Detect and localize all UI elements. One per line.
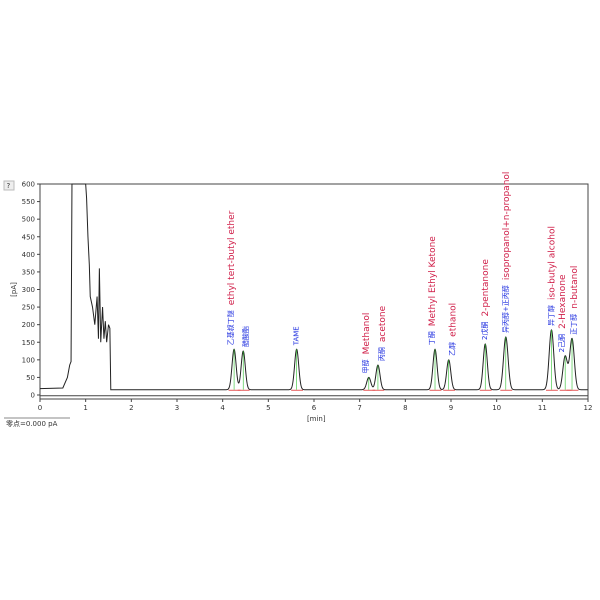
peak-label-cn: 甲醇 xyxy=(361,359,370,373)
peak-label-cn: 2戊酮 xyxy=(480,322,489,340)
x-tick-label: 9 xyxy=(449,404,453,412)
x-tick-label: 6 xyxy=(312,404,317,412)
peak-label-en: iso-butyl alcohol xyxy=(547,226,557,300)
y-tick-label: 200 xyxy=(22,321,35,329)
x-tick-label: 12 xyxy=(584,404,593,412)
y-tick-label: 250 xyxy=(22,304,35,312)
y-tick-label: 350 xyxy=(22,268,35,276)
x-tick-label: 11 xyxy=(538,404,547,412)
x-axis-label: [min] xyxy=(307,415,326,423)
y-tick-label: 50 xyxy=(26,374,35,382)
peak-label-en: Methanol xyxy=(362,313,372,355)
peak-label-cn: 异丙醇+正丙醇 xyxy=(501,285,510,333)
peak-label-en: ethyl tert-butyl ether xyxy=(227,210,237,305)
y-axis-label: [pA] xyxy=(10,282,18,297)
peak-label-en: n-butanol xyxy=(570,266,580,309)
y-tick-label: 550 xyxy=(22,198,35,206)
peak-label-cn: 丁酮 xyxy=(428,331,436,345)
x-tick-label: 10 xyxy=(492,404,501,412)
peak-label-en: Methyl Ethyl Ketone xyxy=(428,236,438,327)
peak-label-cn: 醋酸酯 xyxy=(241,326,250,347)
peak-label-cn: 乙基叔丁醚 xyxy=(226,310,235,345)
x-tick-label: 7 xyxy=(357,404,361,412)
y-tick-label: 0 xyxy=(31,392,35,400)
y-tick-label: 300 xyxy=(22,286,35,294)
peak-label-cn: 2己酮 xyxy=(558,334,566,352)
x-tick-label: 1 xyxy=(83,404,87,412)
footer-text: 零点=0.000 pA xyxy=(6,420,58,428)
peak-label-cn: TAME xyxy=(293,326,301,346)
peak-label-en: ethanol xyxy=(449,303,459,337)
x-tick-label: 4 xyxy=(220,404,225,412)
help-button-label: ? xyxy=(7,182,11,190)
peak-label-cn: 丙酮 xyxy=(378,347,386,361)
y-tick-label: 500 xyxy=(22,216,35,224)
peak-label-cn: 正丁醇 xyxy=(569,314,578,335)
peak-label-en: acetone xyxy=(378,305,388,342)
y-tick-label: 400 xyxy=(22,251,35,259)
y-tick-label: 150 xyxy=(22,339,35,347)
x-tick-label: 0 xyxy=(38,404,42,412)
help-button[interactable] xyxy=(3,180,15,191)
x-tick-label: 8 xyxy=(403,404,407,412)
peak-label-cn: 乙醇 xyxy=(448,342,457,356)
x-tick-label: 5 xyxy=(266,404,270,412)
y-tick-label: 100 xyxy=(22,356,35,364)
x-tick-label: 3 xyxy=(175,404,179,412)
y-tick-label: 450 xyxy=(22,233,35,241)
signal-trace xyxy=(39,183,588,391)
peak-label-en: 2-pentanone xyxy=(481,259,491,317)
y-tick-label: 600 xyxy=(22,181,35,189)
peak-label-en: isopropanol+n-propanol xyxy=(502,172,512,281)
peak-label-en: 2-Hexanone xyxy=(558,274,568,329)
peak-label-cn: 异丁醇 xyxy=(546,305,555,326)
x-tick-label: 2 xyxy=(129,404,133,412)
